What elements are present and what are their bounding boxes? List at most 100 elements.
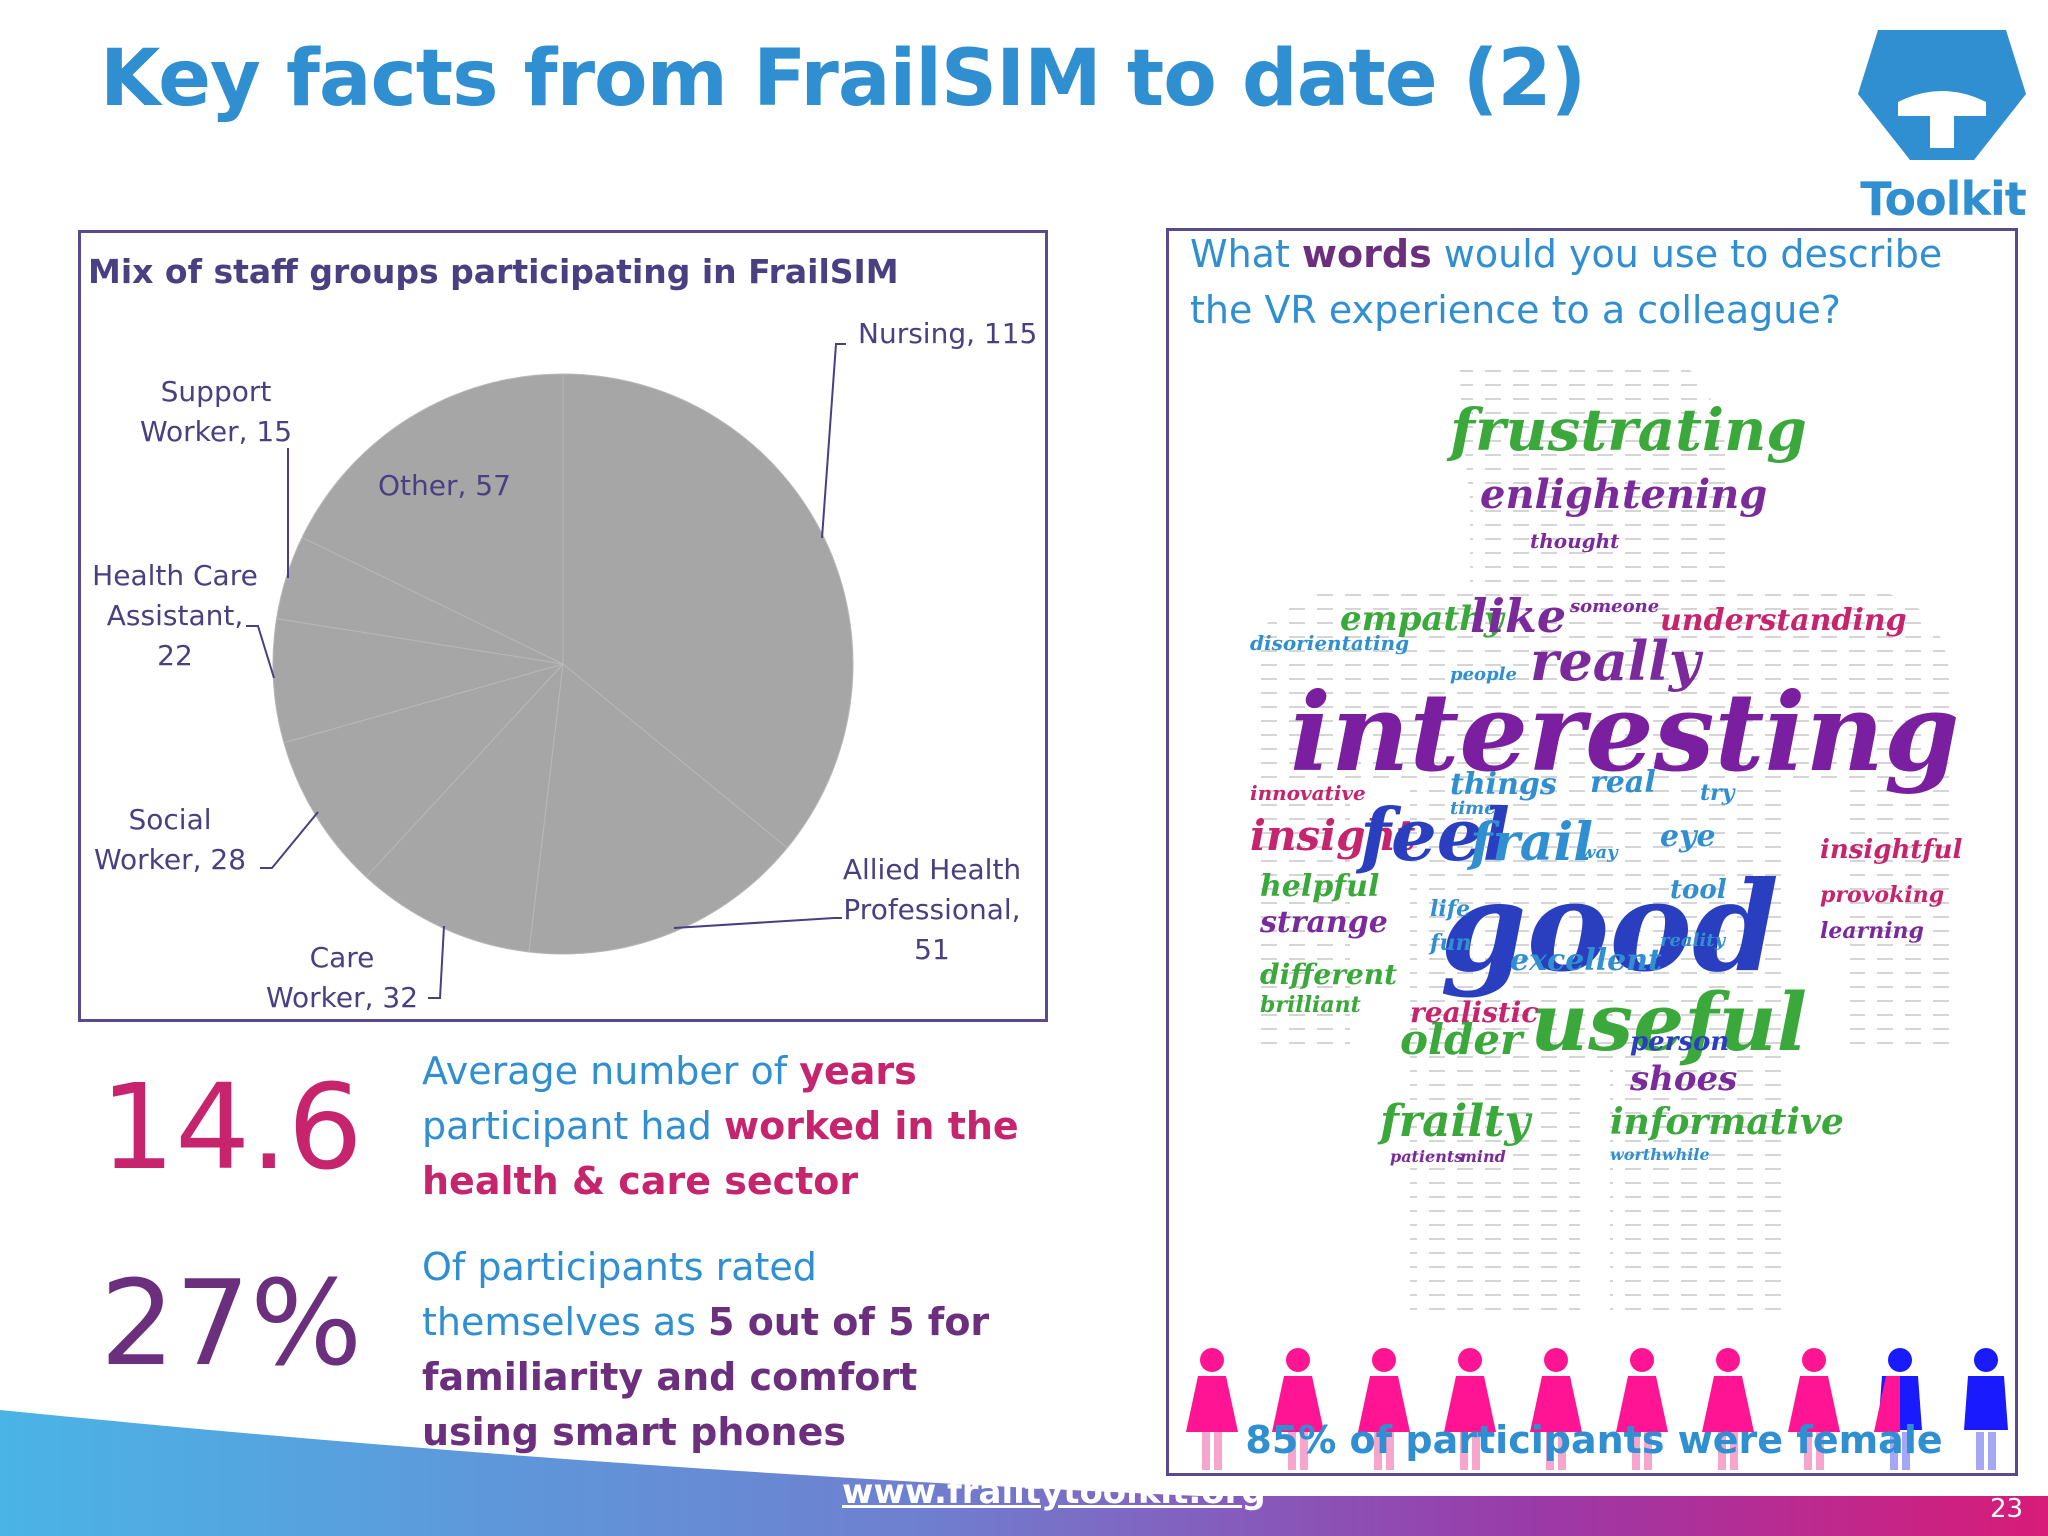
pie-label-hca-3: 22 bbox=[157, 639, 193, 672]
leader-line-allied-health bbox=[673, 917, 842, 929]
question-text-2: words bbox=[1301, 232, 1432, 276]
person-silhouette bbox=[1250, 370, 1950, 1320]
pie-label-support-worker-1: Support bbox=[160, 375, 272, 408]
pie-slice-care-worker bbox=[365, 662, 564, 953]
cloud-word: feel bbox=[1355, 792, 1510, 877]
cloud-word: insightful bbox=[1820, 835, 1962, 865]
female-figure-icon bbox=[1702, 1348, 1754, 1470]
cloud-word: older bbox=[1400, 1015, 1525, 1064]
cloud-word: realistic bbox=[1410, 996, 1538, 1029]
cloud-word: excellent bbox=[1510, 943, 1662, 978]
pie-chart-title: Mix of staff groups participating in Fra… bbox=[88, 252, 899, 291]
cloud-word: like bbox=[1470, 589, 1566, 643]
pie-label-hca-2: Assistant, bbox=[106, 599, 244, 632]
pie-slice-health-care-assistant bbox=[272, 618, 564, 744]
cloud-word: fun bbox=[1428, 930, 1471, 956]
cloud-word: mind bbox=[1460, 1147, 1506, 1166]
cloud-word: try bbox=[1700, 780, 1737, 806]
stat-smartphone-text: Of participants rated themselves as 5 ou… bbox=[422, 1240, 1042, 1460]
cloud-word: informative bbox=[1610, 1101, 1844, 1143]
stat-years-text: Average number of years participant had … bbox=[422, 1044, 1042, 1209]
pie-label-hca-1: Health Care bbox=[92, 559, 258, 592]
pie-label-support-worker-2: Worker, 15 bbox=[139, 415, 293, 448]
cloud-word: provoking bbox=[1820, 882, 1944, 908]
cloud-word: helpful bbox=[1260, 869, 1379, 904]
cloud-word: patients bbox=[1390, 1147, 1463, 1166]
stat-smartphone-text-2: 5 out of 5 for familiarity and comfort u… bbox=[422, 1300, 990, 1454]
footer-band bbox=[0, 1410, 2048, 1536]
cloud-word: way bbox=[1580, 842, 1619, 863]
pie-slice-nursing bbox=[562, 373, 854, 849]
cloud-word: real bbox=[1590, 765, 1656, 800]
cloud-word: worthwhile bbox=[1610, 1145, 1710, 1164]
pie-label-care-worker-2: Worker, 32 bbox=[265, 981, 419, 1014]
pie-chart bbox=[246, 343, 854, 999]
cloud-word: someone bbox=[1569, 596, 1659, 617]
stat-years-text-1: Average number of bbox=[422, 1049, 800, 1093]
gender-pictogram bbox=[1186, 1348, 2008, 1470]
female-figure-icon bbox=[1530, 1348, 1582, 1470]
word-cloud-question: What words would you use to describe the… bbox=[1190, 226, 2010, 338]
cloud-word: enlightening bbox=[1480, 471, 1767, 518]
female-figure-icon bbox=[1788, 1348, 1840, 1470]
pie-chart-panel bbox=[78, 230, 1048, 1022]
cloud-word: frustrating bbox=[1446, 396, 1807, 464]
cloud-word: learning bbox=[1820, 918, 1924, 944]
cloud-word: disorientating bbox=[1250, 631, 1409, 655]
cloud-word: really bbox=[1530, 629, 1704, 693]
pie-label-social-worker-1: Social bbox=[128, 803, 212, 836]
half-female-figure-icon bbox=[1874, 1348, 1922, 1470]
leader-line-social-worker bbox=[260, 811, 319, 869]
female-figure-icon bbox=[1272, 1348, 1324, 1470]
page-number: 23 bbox=[1990, 1494, 2024, 1524]
cloud-word: eye bbox=[1660, 819, 1716, 854]
cloud-word: shoes bbox=[1629, 1059, 1737, 1099]
cloud-word: reality bbox=[1660, 930, 1727, 951]
cloud-word: frail bbox=[1466, 812, 1593, 873]
cloud-word: innovative bbox=[1250, 781, 1366, 805]
cloud-word: useful bbox=[1530, 975, 1807, 1069]
cloud-word: time bbox=[1450, 798, 1496, 819]
logo-wordmark: Toolkit bbox=[1860, 172, 2027, 226]
cloud-word: different bbox=[1260, 958, 1397, 991]
pie-label-ahp-1: Allied Health bbox=[842, 853, 1022, 886]
stat-smartphone-value: 27% bbox=[100, 1254, 363, 1392]
stat-smartphone-text-1: Of participants rated themselves as bbox=[422, 1245, 817, 1344]
question-text-1: What bbox=[1190, 232, 1302, 276]
cloud-word: tool bbox=[1670, 875, 1727, 905]
cloud-word: empathy bbox=[1340, 599, 1506, 639]
toolkit-logo-icon bbox=[1858, 30, 2026, 160]
cloud-word: good bbox=[1440, 855, 1779, 1000]
stat-years-text-2: years bbox=[799, 1049, 917, 1093]
word-cloud-panel bbox=[1166, 228, 2018, 1476]
female-figure-icon bbox=[1444, 1348, 1496, 1470]
pie-label-care-worker-1: Care bbox=[309, 941, 375, 974]
male-figure-icon bbox=[1964, 1348, 2008, 1470]
pie-label-social-worker-2: Worker, 28 bbox=[93, 843, 247, 876]
cloud-word: person bbox=[1630, 1027, 1729, 1057]
cloud-word: thought bbox=[1530, 529, 1620, 553]
pie-label-nursing: Nursing, 115 bbox=[858, 317, 1038, 350]
slide-title: Key facts from FrailSIM to date (2) bbox=[100, 34, 1586, 124]
pie-slice-other bbox=[301, 373, 564, 665]
cloud-word: things bbox=[1450, 767, 1557, 802]
cloud-word: insight bbox=[1250, 811, 1415, 860]
cloud-word: brilliant bbox=[1260, 992, 1361, 1018]
leader-line-health-care-assistant bbox=[246, 625, 275, 679]
pie-label-other: Other, 57 bbox=[378, 469, 511, 502]
female-figure-icon bbox=[1358, 1348, 1410, 1470]
cloud-word: interesting bbox=[1290, 670, 1960, 796]
question-text-3: would you use to describe the VR experie… bbox=[1190, 232, 1943, 332]
cloud-word: strange bbox=[1259, 905, 1388, 940]
pie-slice-allied-health-professional bbox=[528, 663, 788, 955]
stat-years-text-3: participant had bbox=[422, 1104, 724, 1148]
stat-years-value: 14.6 bbox=[100, 1058, 363, 1196]
leader-line-nursing bbox=[821, 343, 846, 539]
female-stat-text: 85% of participants were female bbox=[1245, 1418, 1943, 1462]
pie-label-ahp-2: Professional, bbox=[843, 893, 1021, 926]
cloud-word: understanding bbox=[1660, 603, 1907, 638]
stat-years-text-4: worked in the health & care sector bbox=[422, 1104, 1019, 1203]
footer-url-link[interactable]: www.frailtytoolkit.org bbox=[842, 1472, 1266, 1512]
female-figure-icon bbox=[1186, 1348, 1238, 1470]
pie-label-ahp-3: 51 bbox=[914, 933, 950, 966]
